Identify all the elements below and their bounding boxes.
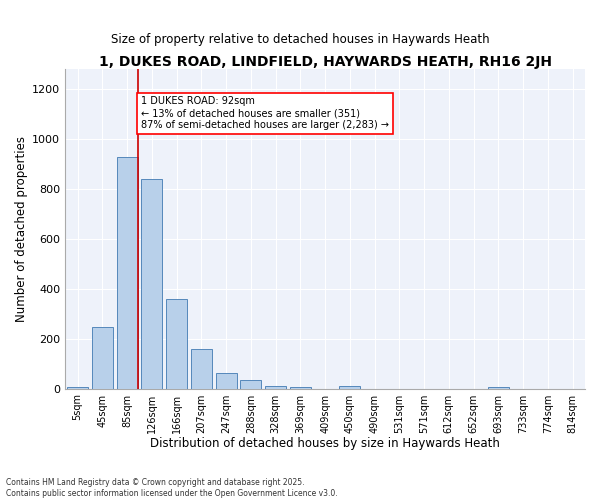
X-axis label: Distribution of detached houses by size in Haywards Heath: Distribution of detached houses by size … — [150, 437, 500, 450]
Bar — [215, 373, 236, 388]
Text: Size of property relative to detached houses in Haywards Heath: Size of property relative to detached ho… — [110, 32, 490, 46]
Bar — [265, 386, 286, 388]
Bar — [340, 386, 361, 388]
Title: 1, DUKES ROAD, LINDFIELD, HAYWARDS HEATH, RH16 2JH: 1, DUKES ROAD, LINDFIELD, HAYWARDS HEATH… — [98, 55, 551, 69]
Bar — [92, 326, 113, 388]
Bar — [116, 157, 137, 388]
Y-axis label: Number of detached properties: Number of detached properties — [15, 136, 28, 322]
Bar — [166, 298, 187, 388]
Bar — [67, 386, 88, 388]
Bar — [141, 179, 163, 388]
Bar — [488, 386, 509, 388]
Bar — [240, 380, 262, 388]
Text: 1 DUKES ROAD: 92sqm
← 13% of detached houses are smaller (351)
87% of semi-detac: 1 DUKES ROAD: 92sqm ← 13% of detached ho… — [141, 96, 389, 130]
Bar — [191, 350, 212, 389]
Text: Contains HM Land Registry data © Crown copyright and database right 2025.
Contai: Contains HM Land Registry data © Crown c… — [6, 478, 338, 498]
Bar — [290, 386, 311, 388]
